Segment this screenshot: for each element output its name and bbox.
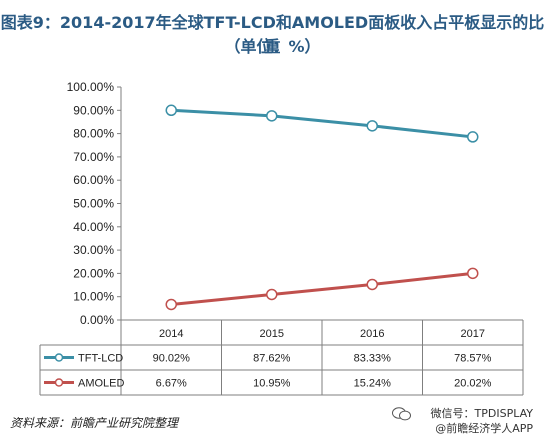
data-point: [266, 288, 278, 301]
y-tick-label: 10.00%: [73, 290, 114, 304]
table-value-cell: 20.02%: [454, 378, 492, 390]
y-tick-label: 80.00%: [73, 127, 114, 141]
table-value-cell: 6.67%: [156, 378, 187, 390]
legend-series-name: AMOLED: [78, 378, 125, 390]
table-value-cell: 10.95%: [253, 378, 291, 390]
x-category-label: 2017: [461, 328, 485, 340]
source-note: 资料来源：前瞻产业研究院整理: [10, 416, 179, 430]
y-tick-label: 50.00%: [73, 197, 114, 211]
data-point: [366, 278, 378, 291]
chart-unit-subtitle: （单位：%）: [224, 37, 321, 56]
chart-title: 图表9：2014-2017年全球TFT-LCD和AMOLED面板收入占平板显示的…: [0, 13, 545, 56]
data-point: [467, 267, 479, 280]
x-category-label: 2015: [260, 328, 284, 340]
y-tick-label: 90.00%: [73, 103, 114, 117]
legend-key-marker: [54, 353, 64, 362]
table-value-cell: 87.62%: [253, 353, 291, 365]
x-category-label: 2014: [159, 328, 183, 340]
legend-series-name: TFT-LCD: [78, 353, 123, 365]
series-line: [171, 108, 473, 139]
y-tick-label: 0.00%: [80, 313, 114, 327]
data-point: [165, 104, 177, 117]
table-value-cell: 83.33%: [354, 353, 392, 365]
legend-key-marker: [54, 378, 64, 387]
y-tick-label: 70.00%: [73, 150, 114, 164]
x-category-label: 2016: [360, 328, 384, 340]
wechat-id: 微信号：TPDISPLAY: [430, 407, 533, 420]
y-tick-label: 60.00%: [73, 173, 114, 187]
y-tick-label: 20.00%: [73, 266, 114, 280]
app-credit: @前瞻经济学人APP: [435, 422, 533, 435]
wechat-icon: [392, 407, 411, 421]
table-value-cell: 90.02%: [153, 353, 191, 365]
table-value-cell: 15.24%: [354, 378, 392, 390]
y-tick-label: 30.00%: [73, 243, 114, 257]
table-value-cell: 78.57%: [454, 353, 492, 365]
series-line: [171, 271, 473, 306]
data-point: [266, 110, 278, 122]
data-point: [165, 298, 177, 311]
data-point: [467, 131, 479, 143]
data-point: [366, 120, 378, 132]
y-tick-label: 100.00%: [67, 80, 115, 94]
y-tick-label: 40.00%: [73, 220, 114, 234]
